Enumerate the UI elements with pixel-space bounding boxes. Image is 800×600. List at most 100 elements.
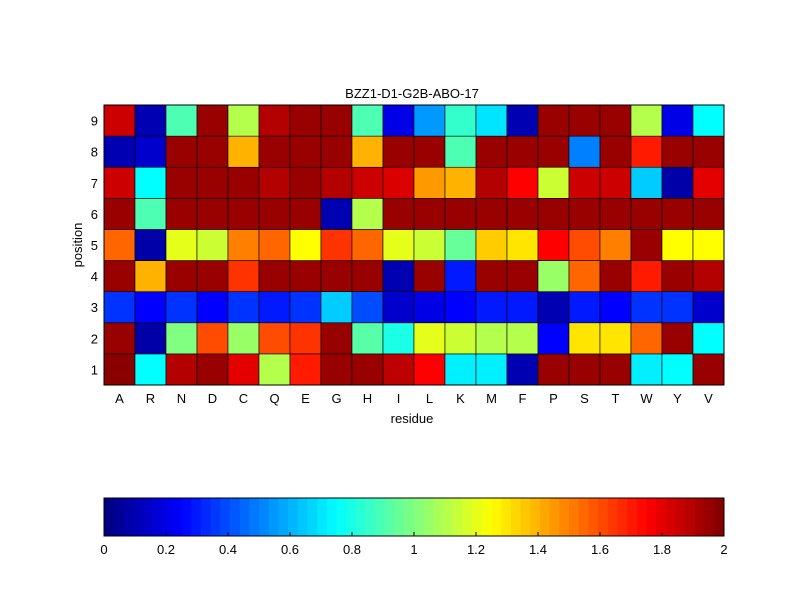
- heatmap-cell: [692, 353, 725, 386]
- heatmap-cell: [413, 135, 446, 168]
- colorbar-segment: [113, 498, 124, 536]
- heatmap-cell: [630, 322, 663, 355]
- heatmap-cell: [351, 135, 384, 168]
- heatmap-cell: [661, 322, 694, 355]
- heatmap-cell: [413, 229, 446, 261]
- heatmap-cell: [165, 166, 198, 199]
- colorbar-segment: [200, 498, 212, 536]
- x-tick-label: M: [486, 391, 497, 406]
- heatmap-cell: [227, 104, 260, 137]
- colorbar-segment: [520, 498, 531, 536]
- y-tick-label: 3: [91, 300, 98, 315]
- heatmap-cell: [630, 135, 663, 168]
- heatmap-cell: [568, 229, 601, 261]
- colorbar-segment: [443, 498, 454, 536]
- x-tick-label: P: [549, 391, 558, 406]
- colorbar-segment: [346, 498, 357, 536]
- heatmap-cell: [599, 166, 632, 199]
- colorbar-segment: [414, 498, 425, 536]
- heatmap-cell: [475, 135, 508, 168]
- colorbar-segment: [694, 498, 706, 536]
- heatmap-cell: [568, 166, 601, 199]
- heatmap-cell: [165, 291, 198, 324]
- heatmap-cell: [227, 291, 260, 324]
- heatmap-cell: [444, 229, 477, 261]
- colorbar-segment: [665, 498, 677, 536]
- heatmap-cell: [599, 260, 632, 292]
- x-tick-label: G: [331, 391, 341, 406]
- heatmap-cell: [382, 166, 415, 199]
- colorbar-segment: [675, 498, 686, 536]
- y-tick-label: 4: [91, 269, 98, 284]
- heatmap-cell: [351, 353, 384, 386]
- heatmap-cell: [413, 291, 446, 324]
- heatmap-cell: [351, 166, 384, 199]
- colorbar-segment: [607, 498, 618, 536]
- x-tick-label: S: [580, 391, 589, 406]
- heatmap-cell: [444, 198, 477, 230]
- heatmap-cell: [103, 260, 136, 292]
- y-tick-label: 6: [91, 207, 98, 222]
- heatmap-cell: [382, 291, 415, 324]
- colorbar-segment: [627, 498, 638, 536]
- heatmap-cell: [258, 229, 291, 261]
- heatmap-cell: [165, 322, 198, 355]
- heatmap-cell: [537, 291, 570, 324]
- heatmap-cell: [506, 198, 539, 230]
- colorbar-segment: [617, 498, 628, 536]
- colorbar-segment: [704, 498, 715, 536]
- heatmap-cell: [413, 322, 446, 355]
- x-tick-label: Y: [673, 391, 682, 406]
- heatmap-cell: [289, 260, 322, 292]
- heatmap-cell: [599, 229, 632, 261]
- heatmap-cell: [134, 229, 167, 261]
- heatmap-cell: [475, 322, 508, 355]
- colorbar-segment: [452, 498, 463, 536]
- heatmap-cell: [661, 166, 694, 199]
- heatmap-cell: [661, 104, 694, 137]
- colorbar-segment: [423, 498, 434, 536]
- x-tick-label: L: [426, 391, 433, 406]
- heatmap-cell: [227, 322, 260, 355]
- colorbar-segment: [375, 498, 386, 536]
- heatmap-cell: [103, 198, 136, 230]
- heatmap-cell: [413, 104, 446, 137]
- heatmap-cell: [382, 198, 415, 230]
- heatmap-cell: [568, 353, 601, 386]
- x-tick-label: T: [612, 391, 620, 406]
- heatmap-cell: [320, 104, 353, 137]
- heatmap-cell: [692, 291, 725, 324]
- heatmap-cell: [134, 322, 167, 355]
- heatmap-cell: [320, 322, 353, 355]
- colorbar-segment: [656, 498, 667, 536]
- chart-title: BZZ1-D1-G2B-ABO-17: [345, 86, 479, 101]
- heatmap-cell: [630, 260, 663, 292]
- heatmap-cell: [258, 135, 291, 168]
- colorbar-tick-labels: 0 0.2 0.4 0.6 0.8 1 1.2 1.4 1.6 1.8 2: [100, 532, 728, 557]
- colorbar-tick-label: 1.6: [591, 542, 609, 557]
- heatmap-cell: [351, 104, 384, 137]
- x-tick-label: Q: [269, 391, 279, 406]
- heatmap-cell: [413, 260, 446, 292]
- heatmap-cell: [289, 322, 322, 355]
- heatmap-cell: [196, 135, 229, 168]
- heatmap-cell: [661, 229, 694, 261]
- heatmap-cell: [475, 229, 508, 261]
- colorbar-segment: [317, 498, 328, 536]
- colorbar-segment: [278, 498, 289, 536]
- heatmap-cell: [196, 322, 229, 355]
- heatmap-cell: [289, 104, 322, 137]
- x-tick-label: I: [397, 391, 401, 406]
- heatmap-cell: [630, 166, 663, 199]
- colorbar-segment: [462, 498, 473, 536]
- heatmap-cell: [289, 353, 322, 386]
- heatmap-cell: [351, 198, 384, 230]
- colorbar-segment: [162, 498, 173, 536]
- heatmap-cell: [661, 260, 694, 292]
- heatmap-cell: [258, 104, 291, 137]
- heatmap-cell: [444, 291, 477, 324]
- heatmap-cell: [382, 353, 415, 386]
- colorbar-segment: [714, 498, 725, 536]
- heatmap-cell: [103, 322, 136, 355]
- colorbar-segment: [220, 498, 231, 536]
